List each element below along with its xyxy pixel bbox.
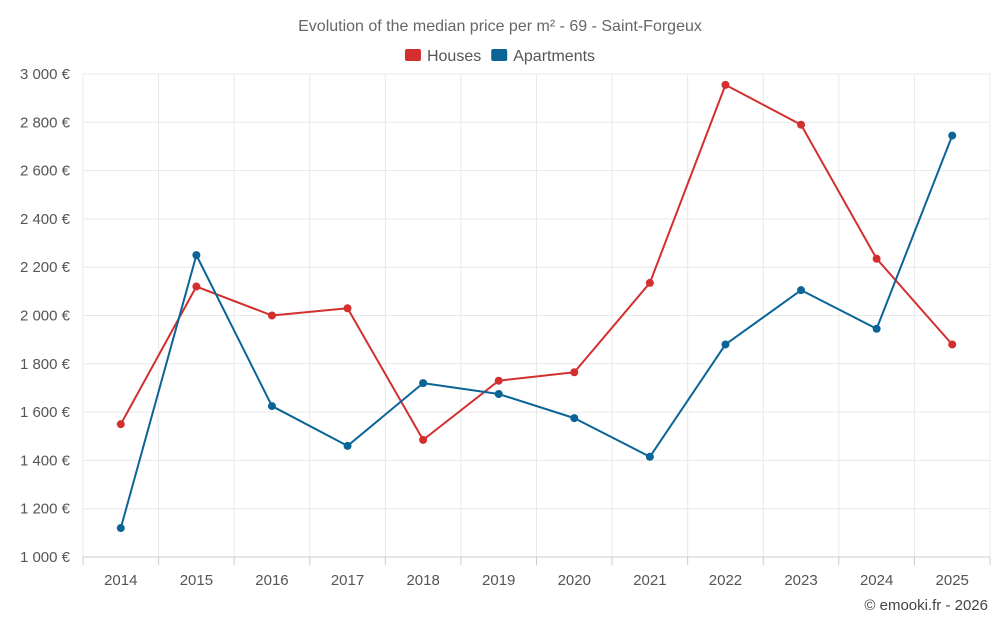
houses-line <box>119 83 953 441</box>
y-tick-label: 2 000 € <box>20 308 71 325</box>
y-tick-label: 1 600 € <box>20 404 71 421</box>
houses-point <box>872 254 881 263</box>
x-tick-label: 2024 <box>860 572 893 589</box>
grid <box>82 73 991 557</box>
x-tick-label: 2021 <box>633 572 666 589</box>
y-tick-label: 2 800 € <box>20 114 71 131</box>
apartments-point <box>192 251 201 260</box>
apartments-point <box>494 389 503 398</box>
apartments-point <box>343 441 352 450</box>
apartments-line <box>119 135 954 529</box>
legend-swatch-apartments <box>491 49 508 61</box>
y-tick-label: 2 200 € <box>20 259 71 276</box>
legend-label-houses: Houses <box>427 48 481 65</box>
legend-swatch-houses <box>404 49 421 61</box>
apartments-point <box>570 414 579 423</box>
x-tick-label: 2014 <box>104 572 137 589</box>
x-tick-label: 2022 <box>709 572 742 589</box>
apartments-point <box>721 340 730 349</box>
axes: 1 000 € 1 200 € 1 400 € 1 600 € 1 800 € 2 000… <box>20 66 991 589</box>
houses-point <box>570 368 579 377</box>
credit-text: © emooki.fr - 2026 <box>864 597 988 614</box>
apartments-point <box>419 379 428 388</box>
y-tick-label: 3 000 € <box>20 66 71 83</box>
apartments-point <box>872 324 881 333</box>
y-tick-label: 1 800 € <box>20 356 71 373</box>
houses-point <box>645 278 654 287</box>
houses-point <box>419 435 428 444</box>
houses-point <box>267 311 276 320</box>
apartments-point <box>116 524 125 533</box>
houses-point <box>192 282 201 291</box>
x-tick-label: 2019 <box>482 572 515 589</box>
x-tick-label: 2020 <box>558 572 591 589</box>
apartments-point <box>797 286 806 295</box>
y-tick-label: 1 400 € <box>20 452 71 469</box>
apartments-point <box>645 452 654 461</box>
houses-point <box>116 420 125 429</box>
x-tick-label: 2018 <box>406 572 439 589</box>
apartments-point <box>948 131 957 140</box>
x-tick-label: 2025 <box>936 572 969 589</box>
legend-label-apartments: Apartments <box>513 48 595 65</box>
x-tick-label: 2016 <box>255 572 288 589</box>
x-tick-label: 2023 <box>784 572 817 589</box>
y-tick-label: 1 000 € <box>20 549 71 566</box>
chart-title: Evolution of the median price per m² - 6… <box>298 18 702 35</box>
houses-point <box>343 304 352 313</box>
legend: Houses Apartments <box>404 48 595 65</box>
houses-point <box>494 376 503 385</box>
y-tick-label: 2 600 € <box>20 163 71 180</box>
x-tick-label: 2015 <box>180 572 213 589</box>
y-tick-label: 1 200 € <box>20 501 71 518</box>
apartments-point <box>267 402 276 411</box>
houses-point <box>721 80 730 89</box>
x-tick-label: 2017 <box>331 572 364 589</box>
houses-point <box>797 120 806 129</box>
houses-point <box>948 340 957 349</box>
series <box>116 80 957 533</box>
y-tick-label: 2 400 € <box>20 211 71 228</box>
